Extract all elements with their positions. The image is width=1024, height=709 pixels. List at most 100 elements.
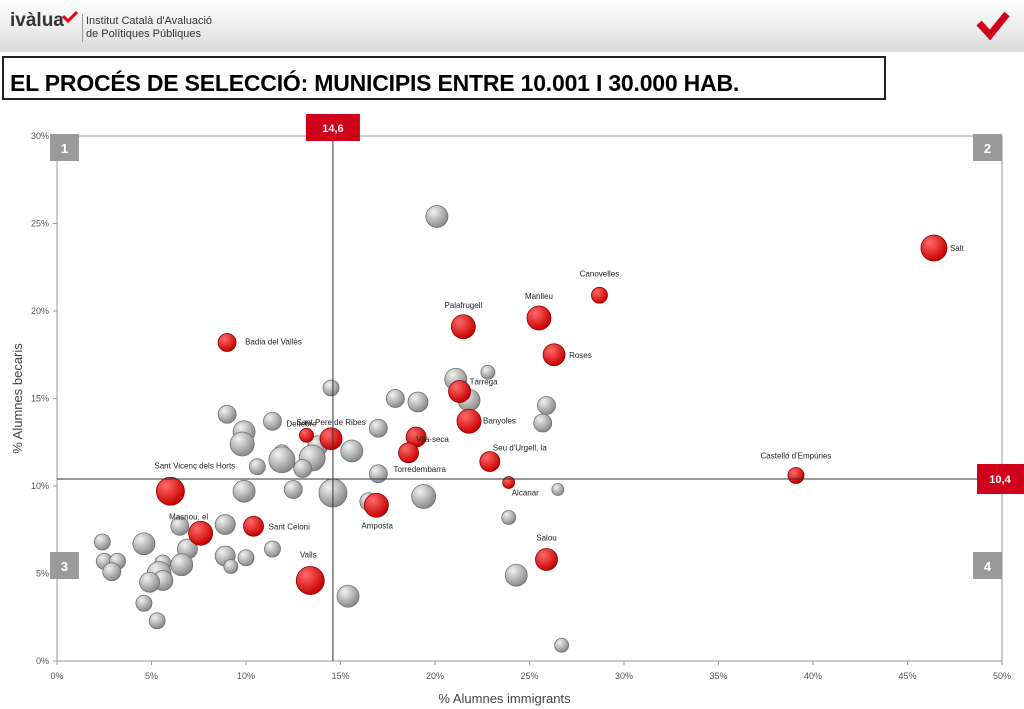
quadrant-number: 4: [984, 559, 992, 574]
gray-point: [425, 205, 449, 228]
reference-overlay: 14,6 10,4 1 2 3 4: [50, 114, 1024, 661]
gray-point: [293, 459, 313, 478]
data-points: [93, 205, 948, 653]
gray-point: [263, 411, 282, 431]
selected-point: [479, 451, 501, 472]
gray-point: [537, 396, 556, 415]
municipality-label: Deltebre: [286, 419, 317, 428]
selected-point: [295, 566, 325, 595]
x-tick-label: 50%: [993, 671, 1011, 681]
municipality-label: Castelló d'Empúries: [761, 452, 832, 461]
gray-point: [322, 379, 340, 397]
municipality-label: Badia del Vallès: [245, 338, 302, 347]
y-tick-label: 10%: [31, 481, 49, 491]
municipality-label: Roses: [569, 351, 592, 360]
municipality-label: Canovelles: [580, 269, 620, 278]
x-tick-label: 25%: [520, 671, 538, 681]
gray-point: [132, 532, 156, 556]
gray-point: [368, 418, 388, 438]
y-axis-title: % Alumnes becaris: [10, 343, 25, 454]
x-tick-label: 20%: [426, 671, 444, 681]
x-tick-label: 10%: [237, 671, 255, 681]
municipality-label: Tàrrega: [470, 378, 499, 387]
municipality-label: Valls: [300, 551, 317, 560]
quadrant-badge: [973, 552, 1002, 579]
gray-point: [551, 483, 565, 496]
y-tick-label: 20%: [31, 306, 49, 316]
quadrant-number: 2: [984, 141, 991, 156]
selected-point: [450, 314, 476, 340]
gray-point: [268, 446, 296, 474]
quadrant-number: 3: [61, 559, 68, 574]
x-tick-label: 35%: [709, 671, 727, 681]
y-tick-label: 15%: [31, 394, 49, 404]
selected-point: [398, 442, 419, 464]
quadrant-number: 1: [61, 141, 68, 156]
municipality-label: Sant Pere de Ribes: [296, 418, 365, 427]
gray-point: [237, 549, 255, 567]
gray-point: [148, 612, 166, 630]
municipality-label: Torredembarra: [394, 465, 447, 474]
quadrant-badge: [973, 134, 1002, 161]
selected-point: [535, 548, 558, 571]
quadrant-badge: [50, 552, 79, 579]
municipality-label: Salt: [950, 244, 965, 253]
selected-point: [456, 408, 482, 434]
gray-point: [217, 404, 237, 424]
selected-point: [920, 234, 948, 262]
gray-point: [533, 413, 553, 433]
gray-point: [229, 431, 255, 457]
scatter-chart: 0% 5% 10% 15% 20% 25% 30% 35% 40% 45% 50% 0% 5% 10% 15…: [10, 114, 1024, 706]
municipality-label: Vila-seca: [416, 435, 449, 444]
y-tick-label: 0%: [36, 656, 49, 666]
gray-point: [368, 464, 388, 484]
municipality-label: Manlleu: [525, 292, 553, 301]
selected-point: [188, 520, 214, 546]
gray-point: [264, 540, 281, 558]
corner-checkmark-icon: [976, 11, 1010, 40]
gray-point: [407, 391, 429, 413]
municipality-label: Salou: [536, 534, 556, 543]
logo-divider: [82, 14, 83, 42]
selected-point: [591, 286, 608, 304]
x-tick-label: 0%: [50, 671, 63, 681]
selected-point: [542, 343, 566, 367]
gray-point: [283, 480, 303, 499]
gray-point: [504, 563, 528, 587]
gray-point: [93, 533, 111, 551]
plot-area-border: [56, 135, 1003, 662]
point-labels: Salt Canovelles Manlleu Palafrugell Roses Bad…: [154, 244, 964, 560]
plot-frame: [56, 135, 1003, 662]
gray-point: [554, 637, 570, 653]
y-tick-label: 5%: [36, 569, 49, 579]
gray-point: [336, 584, 360, 608]
selected-point: [502, 476, 516, 489]
y-tick-label: 25%: [31, 219, 49, 229]
quadrant-badge: [50, 134, 79, 161]
selected-point: [364, 492, 389, 518]
y-reference-badge: [977, 464, 1024, 494]
municipality-label: Amposta: [361, 521, 393, 530]
gray-point: [501, 510, 517, 525]
municipality-label: Sant Vicenç dels Horts: [154, 461, 235, 470]
x-reference-badge: [305, 114, 360, 141]
header-bar: ivàlua Institut Català d'Avaluació de Po…: [0, 0, 1024, 52]
checkmark-logo-icon: [62, 11, 78, 23]
org-name-line2: de Polítiques Públiques: [86, 28, 201, 40]
gray-point: [232, 479, 256, 503]
selected-point: [319, 427, 343, 451]
selected-point: [155, 476, 185, 506]
selected-point: [243, 515, 264, 537]
gray-point: [170, 516, 190, 536]
municipality-label: Masnou, el: [169, 512, 208, 521]
gray-point: [102, 562, 122, 582]
org-name-line1: Institut Català d'Avaluació: [86, 15, 213, 27]
gray-point: [480, 364, 496, 380]
gray-point: [340, 439, 364, 463]
slide-title: EL PROCÉS DE SELECCIÓ: MUNICIPIS ENTRE 1…: [10, 70, 740, 96]
selected-point: [217, 333, 237, 352]
gray-point: [248, 458, 266, 476]
municipality-label: Seu d'Urgell, la: [493, 444, 548, 453]
x-tick-label: 15%: [331, 671, 349, 681]
ivalua-logo-text: ivàlua: [10, 10, 64, 31]
